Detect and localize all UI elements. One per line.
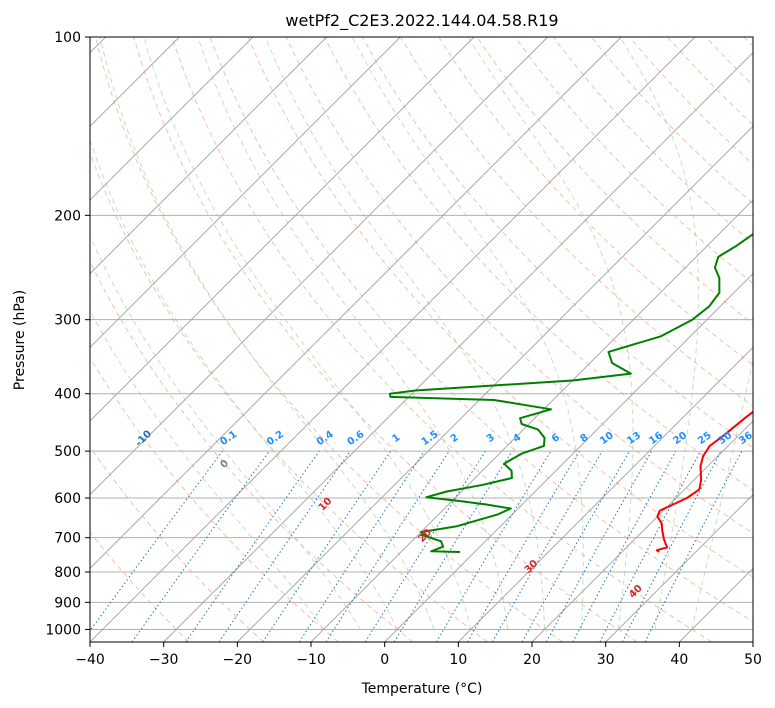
mixing-ratio-label: 36 — [737, 430, 755, 447]
x-tick-label: −20 — [223, 652, 253, 668]
isotherm-line — [90, 37, 548, 496]
y-tick-label: 1000 — [45, 622, 81, 638]
isotherm-line — [310, 199, 753, 642]
x-tick-label: −10 — [296, 652, 326, 668]
x-tick-label: −40 — [75, 652, 105, 668]
isotherm-line — [384, 273, 753, 642]
mixing-ratio-line — [521, 450, 630, 642]
y-tick-label: 300 — [54, 313, 81, 329]
mixing-ratio-line — [325, 450, 450, 642]
y-tick-label: 900 — [54, 595, 81, 611]
mixing-ratio-line — [298, 450, 425, 642]
dry-adiabat-line — [90, 531, 190, 642]
dry-adiabat-line — [90, 356, 339, 642]
y-axis-ticks: 1000 900 800 700 600 500 400 300 200 100 — [45, 30, 90, 638]
plot-area: 0.10.20.40.611.52346810131620253036-100-… — [90, 37, 755, 642]
dry-adiabat-line — [247, 37, 753, 578]
x-tick-label: −30 — [149, 652, 179, 668]
isotherm-line — [605, 494, 753, 642]
isotherm-line — [90, 37, 254, 201]
isotherm-gridlines — [90, 37, 753, 642]
moist-adiabat-line — [99, 37, 435, 630]
moist-adiabat-line — [264, 37, 546, 630]
mixing-ratio-line — [262, 450, 392, 642]
isotherm-line — [237, 125, 753, 642]
y-tick-label: 100 — [54, 30, 81, 46]
y-tick-label: 500 — [54, 444, 81, 460]
dry-adiabats — [90, 37, 753, 642]
y-axis-label: Pressure (hPa) — [12, 290, 28, 390]
mixing-ratio-line — [218, 450, 351, 642]
mixing-ratio-line — [545, 450, 653, 642]
y-tick-label: 800 — [54, 565, 81, 581]
isotherm-line — [90, 37, 327, 275]
isotherm-line — [458, 346, 753, 642]
mixing-ratio-line — [185, 450, 320, 642]
dry-adiabat-line — [514, 37, 753, 285]
series-line-dewpoint — [388, 232, 753, 553]
mixing-ratio-lines — [90, 450, 743, 642]
moist-adiabat-line — [691, 357, 753, 630]
isotherm-line — [90, 37, 475, 422]
y-tick-label: 200 — [54, 208, 81, 224]
dry-adiabat-line — [209, 37, 753, 623]
mixing-ratio-line — [393, 450, 513, 642]
mixing-ratio-line — [572, 450, 677, 642]
moist-adiabat-line — [619, 37, 699, 630]
isotherm-line — [90, 37, 401, 348]
mixing-ratio-line — [90, 450, 223, 632]
dry-adiabat-line — [133, 37, 638, 642]
dry-adiabat-line — [90, 445, 264, 642]
chart-title: wetPf2_C2E3.2022.144.04.58.R19 — [285, 11, 558, 31]
x-tick-label: 10 — [449, 652, 467, 668]
moist-adiabat-line — [90, 138, 398, 630]
y-tick-label: 400 — [54, 387, 81, 403]
x-axis-label: Temperature (°C) — [361, 681, 483, 697]
mixing-ratio-line — [131, 450, 270, 642]
moist-adiabat-line — [467, 37, 634, 630]
isotherm-line — [90, 37, 622, 569]
moist-adiabats — [90, 37, 753, 630]
isotherm-line — [90, 37, 696, 642]
plot-frame — [89, 36, 754, 643]
x-tick-label: 20 — [523, 652, 541, 668]
isotherm-line — [531, 420, 753, 642]
series-line-temperature — [655, 410, 753, 553]
dry-adiabat-line — [400, 37, 753, 407]
isotherm-line — [163, 52, 753, 642]
moist-adiabat-line — [352, 37, 584, 630]
y-tick-label: 600 — [54, 491, 81, 507]
x-tick-label: 0 — [380, 652, 389, 668]
y-tick-label: 700 — [54, 531, 81, 547]
x-tick-label: 50 — [744, 652, 762, 668]
x-tick-label: 30 — [597, 652, 615, 668]
x-axis-ticks: −40 −30 −20 −10 0 10 20 30 40 50 — [75, 642, 762, 668]
dry-adiabat-line — [90, 151, 488, 642]
dry-adiabat-line — [362, 37, 753, 449]
dry-adiabat-line — [95, 37, 563, 642]
moist-adiabat-line — [90, 235, 361, 630]
profile-series — [388, 232, 753, 553]
mixing-ratio-line — [644, 450, 743, 642]
x-tick-label: 40 — [670, 652, 688, 668]
dry-adiabat-line — [171, 37, 712, 642]
moist-adiabat-line — [197, 37, 509, 630]
